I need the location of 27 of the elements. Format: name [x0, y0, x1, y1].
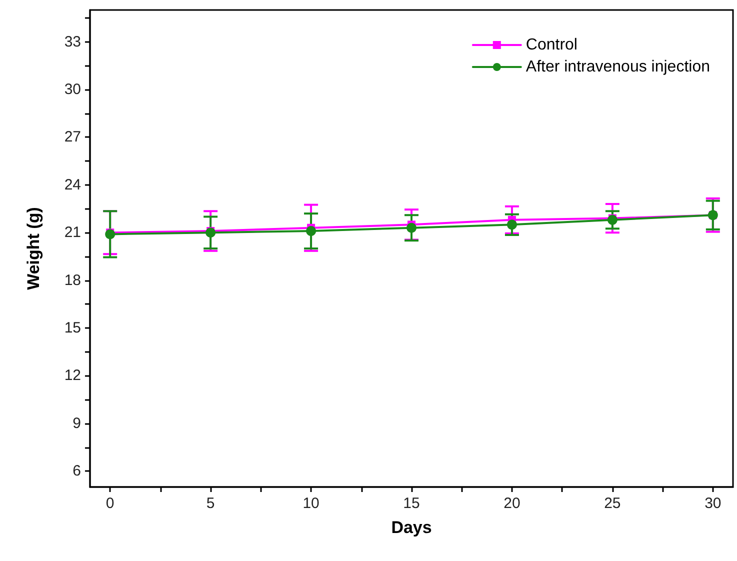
point — [206, 228, 216, 238]
y-tick-label: 21 — [64, 224, 81, 242]
y-tick-label: 18 — [64, 272, 81, 289]
x-axis-title: Days — [391, 518, 432, 537]
x-tick-label: 15 — [403, 495, 420, 512]
x-tick-label: 30 — [704, 495, 722, 512]
x-tick-label: 25 — [604, 495, 621, 512]
x-tick-label: 5 — [206, 495, 215, 512]
y-axis-title: Weight (g) — [24, 207, 43, 290]
x-tick-label: 20 — [504, 495, 520, 512]
y-tick-label: 9 — [72, 414, 81, 432]
y-tick-label: 15 — [64, 320, 81, 336]
y-tick-label: 6 — [72, 462, 81, 480]
point — [105, 229, 116, 240]
legend-label: Control — [526, 36, 578, 54]
legend-label: After intravenous injection — [526, 58, 710, 76]
point — [607, 214, 618, 225]
y-tick-label: 12 — [64, 367, 81, 384]
x-tick-label: 10 — [302, 495, 320, 512]
y-tick-label: 24 — [64, 176, 81, 194]
y-tick-label: 33 — [64, 33, 81, 50]
point — [406, 222, 416, 233]
y-tick-label: 27 — [64, 128, 81, 146]
point — [306, 226, 316, 236]
x-tick-label: 0 — [106, 495, 114, 512]
y-tick-label: 30 — [64, 81, 81, 98]
point — [506, 220, 517, 230]
